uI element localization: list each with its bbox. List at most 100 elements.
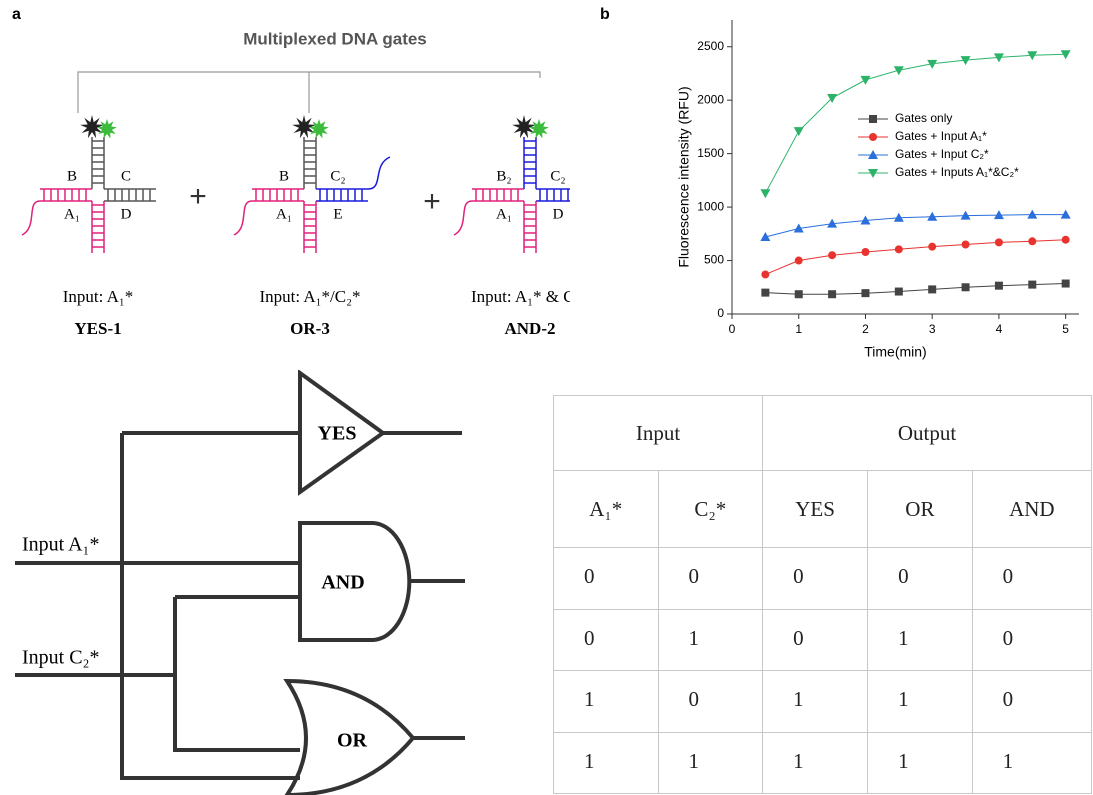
x-tick-label: 0 [729, 322, 736, 336]
marker [761, 270, 769, 278]
x-tick-label: 3 [929, 322, 936, 336]
marker [861, 289, 869, 297]
series-line [765, 240, 1065, 275]
gate-label: OR [337, 730, 368, 752]
quencher [292, 115, 316, 138]
fluorophore [529, 119, 549, 138]
table-row: 10110 [554, 671, 1092, 733]
strand-label: C [121, 168, 131, 184]
strand-label: D [553, 206, 564, 222]
marker [1062, 280, 1070, 288]
marker [828, 251, 836, 259]
series-line [765, 284, 1065, 295]
table-cell: 1 [972, 732, 1091, 794]
strand-label: B [67, 168, 77, 184]
legend-label: Gates + Input A₁* [895, 129, 987, 143]
dna-arm [252, 189, 304, 201]
input-label: Input A₁* [22, 534, 100, 556]
dna-arm [104, 189, 156, 201]
dna-arm [304, 201, 316, 253]
dna-arm [524, 137, 536, 189]
y-tick-label: 1500 [697, 146, 724, 160]
marker [895, 288, 903, 296]
dna-arm [92, 201, 104, 253]
marker [760, 189, 770, 198]
marker [794, 127, 804, 136]
table-cell: 1 [868, 671, 973, 733]
strand-label: C₂ [550, 168, 565, 184]
strand-label: C₂ [330, 168, 345, 184]
marker [995, 238, 1003, 246]
marker [761, 289, 769, 297]
table-cell: 0 [972, 548, 1091, 610]
fluorophore [309, 119, 329, 138]
column-header: AND [972, 471, 1091, 548]
plus: + [189, 180, 207, 213]
marker [1028, 237, 1036, 245]
series-line [765, 215, 1065, 237]
x-tick-label: 1 [795, 322, 802, 336]
table-cell: 1 [658, 609, 763, 671]
legend-label: Gates + Input C₂* [895, 147, 989, 161]
column-header: C₂* [658, 471, 763, 548]
marker [795, 257, 803, 265]
marker [869, 133, 877, 141]
gate-label: AND [321, 572, 364, 594]
y-tick-label: 2000 [697, 92, 724, 106]
table-cell: 1 [868, 732, 973, 794]
strand-label: A₁ [496, 206, 512, 222]
input-label: Input C₂* [22, 647, 100, 669]
gate-label: YES [318, 423, 357, 445]
marker [1061, 210, 1071, 219]
table-cell: 0 [763, 609, 868, 671]
dna-arm [524, 201, 536, 253]
quencher [80, 115, 104, 138]
logic-circuit: Input A₁* Input C₂* YES AND OR [0, 370, 550, 795]
table-cell: 0 [972, 671, 1091, 733]
group-header: Output [763, 396, 1092, 471]
table-cell: 1 [554, 732, 659, 794]
marker [928, 285, 936, 293]
panel-a: a Multiplexed DNA gates + + BCA₁DInput: … [0, 0, 570, 350]
strand-label: E [333, 206, 342, 222]
table-cell: 0 [658, 548, 763, 610]
gate-name: YES-1 [74, 319, 121, 338]
truth-table: InputOutputA₁*C₂*YESORAND000000101010110… [553, 395, 1092, 794]
or-gate [287, 681, 465, 795]
y-tick-label: 500 [704, 253, 724, 267]
dna-arm [536, 189, 570, 201]
panel-b: b 05001000150020002500012345Time(min)Flu… [570, 0, 1093, 370]
dna-arm [92, 137, 104, 189]
marker [869, 115, 877, 123]
marker [962, 241, 970, 249]
gate-input: Input: A₁* [63, 287, 134, 306]
marker [995, 282, 1003, 290]
x-tick-label: 5 [1062, 322, 1069, 336]
marker [1027, 210, 1037, 219]
strand-tail [454, 201, 472, 235]
dna-arm [304, 137, 316, 189]
x-tick-label: 2 [862, 322, 869, 336]
y-tick-label: 1000 [697, 199, 724, 213]
gate-input: Input: A₁* & C₂* [471, 287, 570, 306]
strand-label: A₁ [276, 206, 292, 222]
strand-label: B₂ [496, 168, 511, 184]
dna-arm [316, 189, 368, 201]
marker [1062, 236, 1070, 244]
y-tick-label: 0 [717, 306, 724, 320]
dna-arm [40, 189, 92, 201]
x-tick-label: 4 [996, 322, 1003, 336]
strand-tail [234, 201, 252, 235]
legend-label: Gates + Inputs A₁*&C₂* [895, 165, 1019, 179]
strand-tail [368, 157, 390, 189]
strand-label: D [121, 206, 132, 222]
table-cell: 0 [972, 609, 1091, 671]
table-cell: 0 [763, 548, 868, 610]
column-header: YES [763, 471, 868, 548]
panel-label: a [12, 6, 21, 23]
table-cell: 1 [763, 671, 868, 733]
panel-title: Multiplexed DNA gates [243, 29, 427, 48]
